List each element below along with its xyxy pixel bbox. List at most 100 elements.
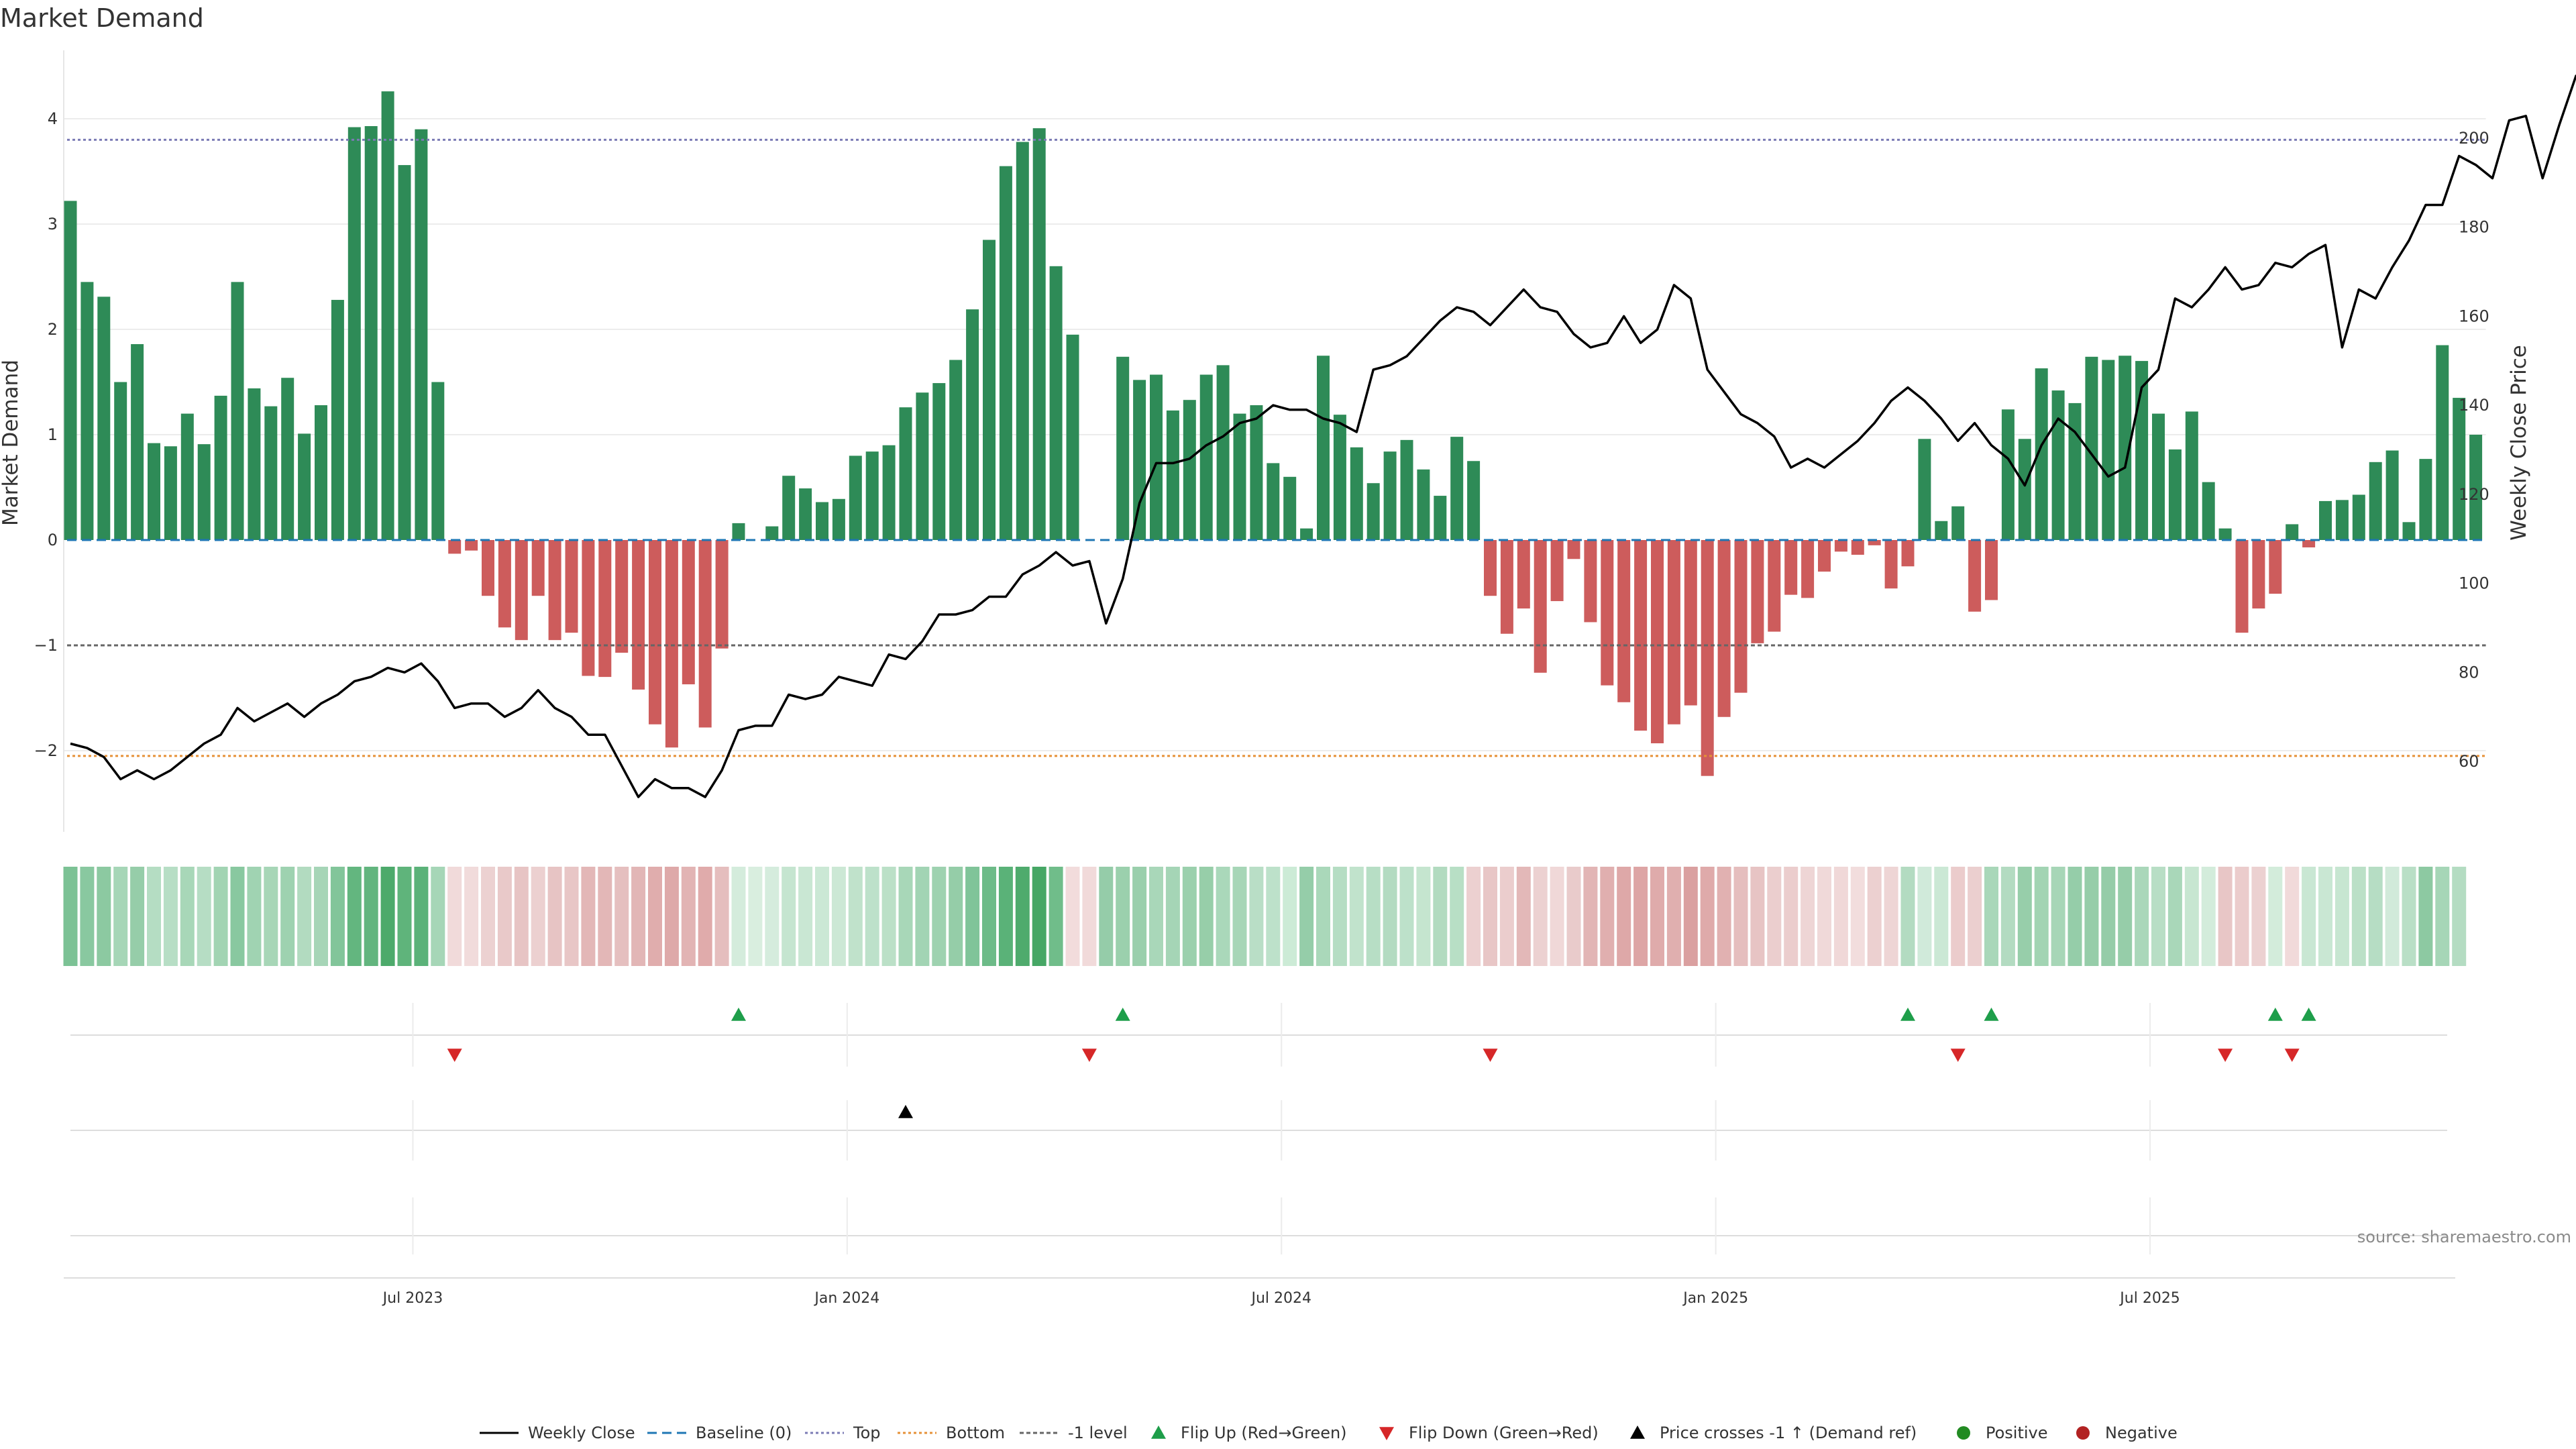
- strip-cell: [2167, 867, 2182, 966]
- price-cross-marker: [898, 1105, 913, 1118]
- strip-cell: [881, 867, 896, 966]
- strip-cell: [2218, 867, 2233, 966]
- strip-cell: [1116, 867, 1130, 966]
- strip-cell: [347, 867, 362, 966]
- legend-label: Price crosses -1 ↑ (Demand ref): [1660, 1424, 1917, 1442]
- x-tick-label: Jan 2025: [1682, 1290, 1748, 1307]
- strip-cell: [581, 867, 596, 966]
- strip-cell: [2368, 867, 2383, 966]
- flip-down-marker: [1081, 1049, 1097, 1062]
- y-axis-label: Market Demand: [0, 360, 23, 526]
- strip-cell: [1583, 867, 1598, 966]
- positive-bar: [2018, 439, 2031, 540]
- positive-bar: [347, 127, 361, 540]
- negative-bar: [615, 540, 629, 653]
- strip-cell: [2351, 867, 2366, 966]
- strip-cell: [1015, 867, 1030, 966]
- positive-bar: [1183, 400, 1196, 540]
- strip-cell: [2452, 867, 2467, 966]
- positive-bar: [264, 406, 278, 540]
- strip-cell: [1683, 867, 1698, 966]
- positive-bar: [180, 413, 194, 540]
- strip-cell: [97, 867, 111, 966]
- legend-tri-up-swatch: [1151, 1426, 1166, 1439]
- strip-cell: [1283, 867, 1297, 966]
- flip-up-marker: [1900, 1008, 1915, 1021]
- strip-cell: [1149, 867, 1163, 966]
- strip-cell: [1617, 867, 1631, 966]
- strip-cell: [63, 867, 78, 966]
- positive-bar: [2035, 368, 2048, 540]
- negative-bar: [698, 540, 712, 728]
- negative-bar: [1717, 540, 1731, 717]
- positive-bar: [1216, 365, 1230, 540]
- legend-dot-swatch: [1957, 1426, 1970, 1440]
- strip-cell: [2268, 867, 2283, 966]
- y2-tick-label: 100: [2459, 574, 2489, 593]
- strip-cell: [1666, 867, 1681, 966]
- y-tick-label: 4: [48, 109, 58, 128]
- legend-tri-up-swatch: [1630, 1426, 1645, 1439]
- positive-bar: [765, 526, 779, 540]
- strip-cell: [648, 867, 662, 966]
- positive-bar: [1150, 374, 1163, 540]
- strip-cell: [1733, 867, 1748, 966]
- legend-label: Bottom: [946, 1424, 1005, 1442]
- y-tick-label: 3: [48, 215, 58, 233]
- chart-title: Market Demand: [0, 3, 204, 33]
- strip-cell: [2084, 867, 2099, 966]
- positive-bar: [1066, 334, 1079, 540]
- negative-bar: [448, 540, 462, 554]
- negative-bar: [515, 540, 528, 641]
- positive-bar: [97, 297, 111, 540]
- negative-bar: [1968, 540, 1982, 612]
- price-line-group: [70, 74, 2576, 798]
- positive-bar: [966, 309, 979, 540]
- positive-bar: [2168, 449, 2182, 540]
- positive-bar: [1233, 413, 1246, 540]
- strip-cell: [2251, 867, 2266, 966]
- legend-label: Positive: [1986, 1424, 2048, 1442]
- strip-cell: [380, 867, 395, 966]
- positive-bar: [1283, 476, 1297, 540]
- strip-cell: [2101, 867, 2116, 966]
- strip-cell: [1266, 867, 1281, 966]
- strip-cell: [2034, 867, 2049, 966]
- negative-bar: [1868, 540, 1881, 545]
- strip-cell: [1366, 867, 1381, 966]
- strip-cell: [1182, 867, 1197, 966]
- strip-cell: [748, 867, 763, 966]
- positive-bar: [949, 360, 963, 540]
- legend-label: Baseline (0): [696, 1424, 792, 1442]
- strip-cell: [798, 867, 813, 966]
- negative-bar: [2252, 540, 2265, 609]
- positive-bar: [2469, 435, 2483, 540]
- positive-bar: [2202, 482, 2215, 540]
- positive-bar: [1417, 469, 1430, 540]
- strip-cell: [314, 867, 328, 966]
- strip-cell: [1867, 867, 1882, 966]
- negative-bar: [1634, 540, 1648, 731]
- positive-bar: [1366, 483, 1380, 540]
- negative-bar: [498, 540, 511, 628]
- strip-cell: [1767, 867, 1782, 966]
- strip-cell: [1316, 867, 1330, 966]
- positive-bar: [331, 300, 344, 540]
- negative-bar: [1684, 540, 1697, 706]
- y-tick-label: 2: [48, 320, 58, 339]
- strip-cell: [965, 867, 980, 966]
- legend-label: Flip Up (Red→Green): [1181, 1424, 1347, 1442]
- negative-bar: [1617, 540, 1631, 702]
- y2-tick-label: 200: [2459, 129, 2489, 148]
- strip-cell: [1984, 867, 1998, 966]
- price-line: [70, 74, 2576, 798]
- strip-cell: [2201, 867, 2216, 966]
- strip-cell: [197, 867, 211, 966]
- strip-cell: [1165, 867, 1180, 966]
- strip-cell: [1850, 867, 1865, 966]
- demand-color-strip: [63, 867, 2467, 966]
- strip-cell: [1900, 867, 1915, 966]
- strip-cell: [1533, 867, 1548, 966]
- legend-label: Weekly Close: [528, 1424, 635, 1442]
- flip-down-marker: [1950, 1049, 1966, 1062]
